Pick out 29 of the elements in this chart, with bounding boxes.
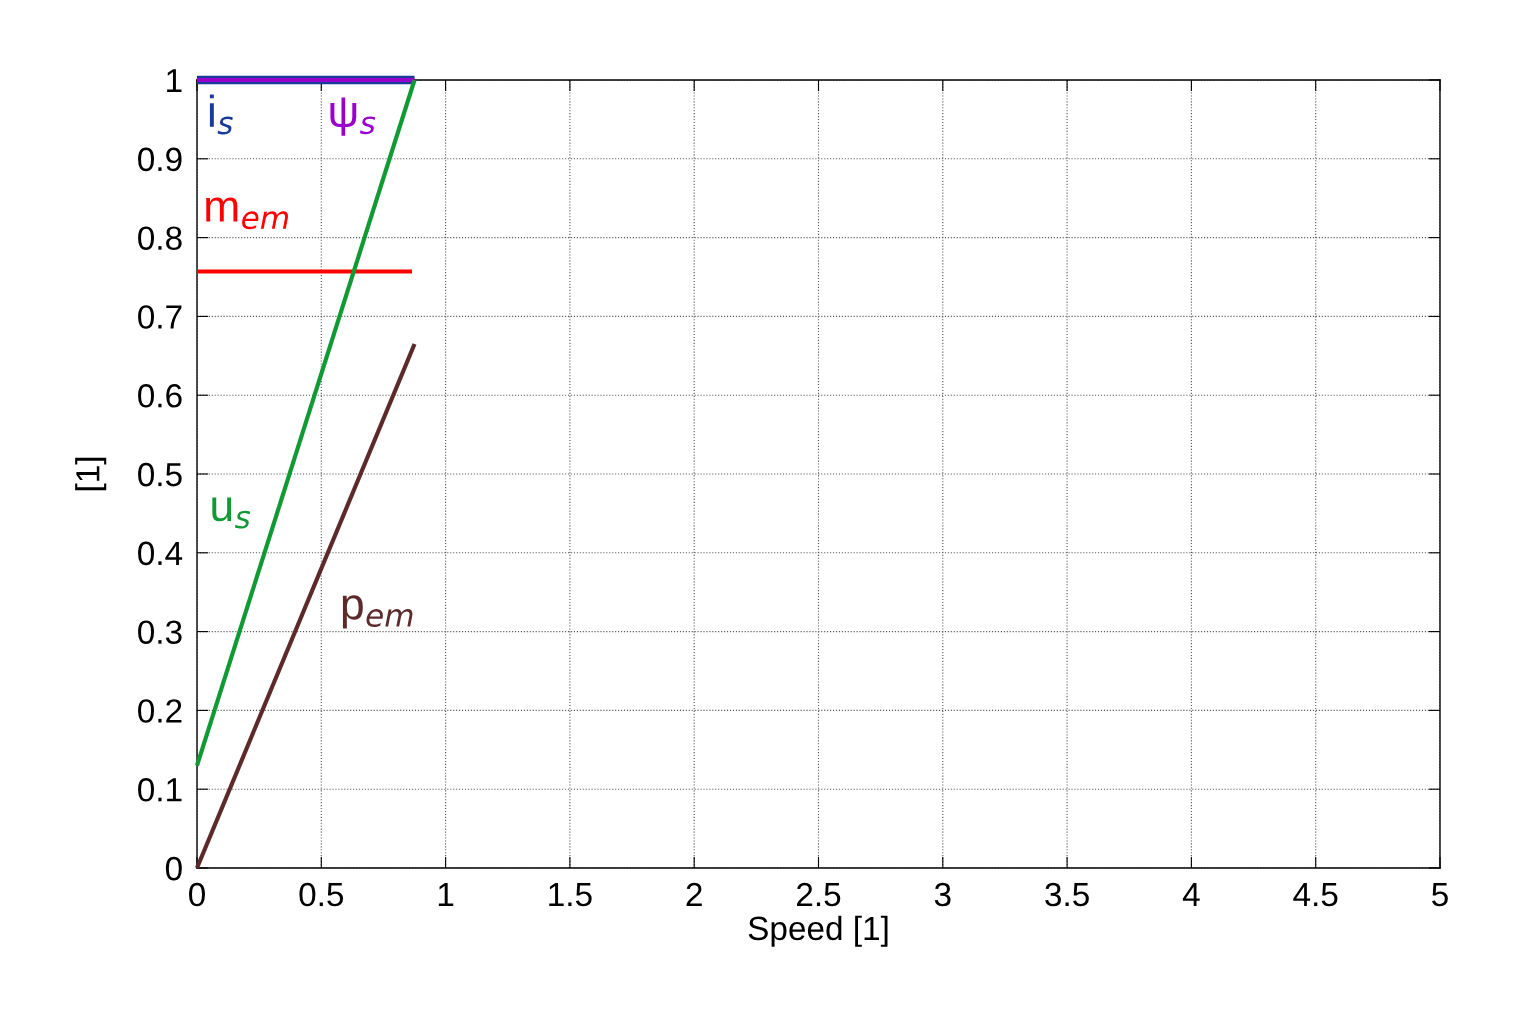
series-label: m$_{em}$ bbox=[206, 197, 288, 230]
x-tick-label: 3 bbox=[934, 882, 951, 907]
y-tick-label: 0.8 bbox=[138, 226, 182, 251]
y-tick-label: 0.2 bbox=[138, 699, 182, 723]
y-tick-label: 0.7 bbox=[138, 305, 182, 329]
y-axis-title: [1] bbox=[75, 457, 107, 491]
y-tick-label: 0.6 bbox=[138, 384, 182, 408]
x-tick-label: 4.5 bbox=[1293, 883, 1338, 907]
y-tick-label: 0.9 bbox=[138, 147, 182, 172]
series-label: i$_{s}$ bbox=[209, 94, 233, 135]
x-tick-label: 3.5 bbox=[1045, 882, 1089, 907]
y-tick-label: 0.3 bbox=[138, 620, 182, 645]
x-tick-label: 1 bbox=[438, 883, 454, 907]
series-label: u$_{s}$ bbox=[212, 497, 251, 529]
y-tick-label: 0.4 bbox=[138, 541, 183, 566]
y-tick-label: 1 bbox=[167, 69, 182, 93]
y-tick-label: 0 bbox=[165, 856, 182, 881]
x-tick-label: 2 bbox=[686, 882, 702, 907]
series-label: ψ$_{s}$ bbox=[330, 97, 376, 136]
series-label: p$_{em}$ bbox=[342, 595, 413, 629]
x-axis-title: Speed [1] bbox=[748, 915, 888, 947]
x-tick-label: 2.5 bbox=[797, 882, 841, 907]
y-tick-label: 0.1 bbox=[138, 778, 182, 802]
x-tick-label: 0 bbox=[189, 882, 205, 907]
y-tick-label: 0.5 bbox=[138, 462, 182, 487]
x-tick-label: 4 bbox=[1182, 883, 1200, 907]
x-tick-label: 5 bbox=[1432, 883, 1448, 907]
x-tick-label: 1.5 bbox=[549, 883, 592, 907]
x-tick-label: 0.5 bbox=[299, 882, 344, 907]
